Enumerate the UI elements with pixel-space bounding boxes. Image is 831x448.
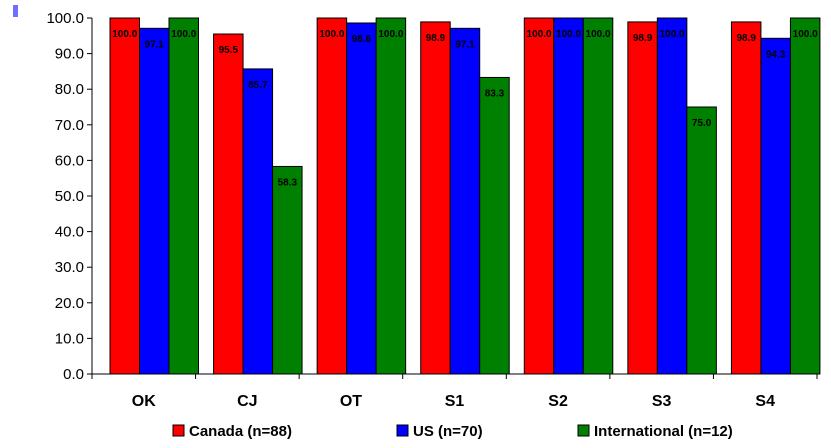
bar [479,76,510,375]
y-tick-label: 90.0 [55,46,84,63]
data-label: 98.9 [736,33,756,44]
bar [523,17,555,375]
y-tick-label: 30.0 [55,259,84,276]
data-label: 98.9 [633,33,653,44]
y-tick-label: 100.0 [46,10,84,27]
bar [346,22,377,375]
bar [139,27,170,375]
bar [375,17,407,375]
data-label: 58.3 [278,177,298,188]
x-tick-label: S1 [445,393,465,410]
x-tick-label: S2 [548,393,568,410]
bar [168,17,199,375]
y-tick-label: 10.0 [55,330,84,347]
data-label: 100.0 [586,29,611,40]
x-tick-label: OK [132,393,156,410]
bar [449,27,481,375]
bar [242,68,274,375]
bar [789,17,821,375]
legend-label: Canada (n=88) [189,423,292,440]
x-tick-label: CJ [237,393,257,410]
corner-decoration [13,5,18,17]
bar [272,165,303,375]
y-tick-label: 0.0 [63,366,84,383]
data-label: 98.6 [352,34,372,45]
data-label: 100.0 [171,29,196,40]
bar [553,17,584,375]
y-tick-label: 40.0 [55,224,84,241]
bar [686,106,717,375]
data-label: 100.0 [556,29,581,40]
data-label: 100.0 [793,29,818,40]
y-tick-label: 70.0 [55,117,84,134]
data-label: 100.0 [378,29,403,40]
x-tick-label: S4 [755,393,775,410]
data-label: 83.3 [485,88,505,99]
data-label: 75.0 [692,118,712,129]
bar [109,17,140,375]
bar [656,17,688,375]
data-label: 95.5 [219,45,239,56]
bar [582,17,614,375]
data-label: 97.1 [145,39,165,50]
y-tick-label: 20.0 [55,295,84,312]
y-tick-label: 80.0 [55,81,84,98]
x-tick-label: S3 [652,393,672,410]
bar [213,33,244,375]
legend-swatch [172,424,185,437]
data-label: 100.0 [112,29,137,40]
legend-label: International (n=12) [594,423,733,440]
data-labels: 100.0 95.5 100.0 98.9 100.0 98.9 98.9 97.1 85.7 9… [112,29,818,188]
data-label: 97.1 [455,39,475,50]
data-label: 100.0 [527,29,552,40]
bar [316,17,348,375]
data-label: 94.3 [766,49,786,60]
bar [730,21,762,375]
data-label: 100.0 [660,29,685,40]
y-tick-label: 60.0 [55,152,84,169]
bar [627,21,658,375]
axes: 0.0 10.0 20.0 30.0 40.0 50.0 60.0 70.0 80.0 90.0 1… [46,10,818,410]
legend: Canada (n=88) US (n=70) International (n=1… [172,423,733,440]
x-tick-label: OT [340,393,362,410]
legend-label: US (n=70) [413,423,483,440]
legend-swatch [396,424,409,437]
bar [760,37,791,375]
data-label: 100.0 [319,29,344,40]
data-label: 85.7 [248,80,268,91]
legend-swatch [577,424,590,437]
bar [420,21,451,375]
data-label: 98.9 [426,33,446,44]
bars [109,17,821,375]
y-tick-label: 50.0 [55,188,84,205]
